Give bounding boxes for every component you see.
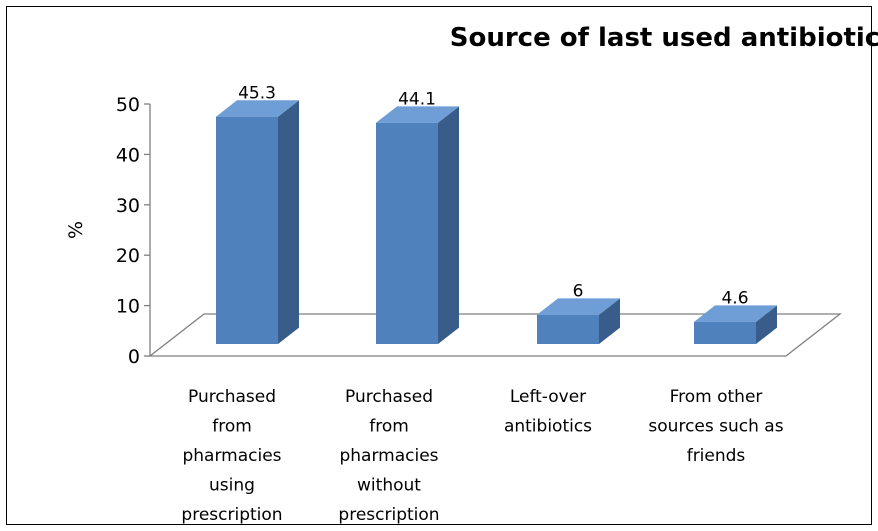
y-tick-label: 40 xyxy=(116,144,140,166)
bar-side xyxy=(438,106,459,344)
x-category-label: Purchased from pharmacies without prescripti… xyxy=(338,387,439,525)
bar-top xyxy=(694,305,777,322)
bar-side xyxy=(756,305,777,344)
x-category-label: Purchased from pharmacies using prescription xyxy=(181,387,282,525)
x-category-label: From other sources such as friends xyxy=(648,387,783,466)
y-tick-label: 10 xyxy=(116,296,140,318)
x-category-label-line: Left-over xyxy=(510,387,586,407)
bar-front xyxy=(376,122,438,345)
x-category-label-line: without xyxy=(357,476,421,496)
x-category-label-line: prescription xyxy=(181,505,282,525)
bar xyxy=(694,305,777,344)
y-tick-label: 0 xyxy=(128,346,140,368)
data-label: 45.3 xyxy=(238,83,276,103)
bar-front xyxy=(216,116,278,344)
bar xyxy=(216,100,299,344)
bar-top xyxy=(537,298,620,315)
x-category-label-line: from xyxy=(212,417,252,437)
x-category-label: Left-over antibiotics xyxy=(504,387,592,437)
bar xyxy=(376,106,459,345)
x-category-label-line: friends xyxy=(687,446,746,466)
chart-title: Source of last used antibiotic xyxy=(450,23,878,53)
data-label: 44.1 xyxy=(398,89,436,109)
x-category-label-line: sources such as xyxy=(648,417,783,437)
bar xyxy=(537,298,620,344)
chart-floor xyxy=(148,313,842,357)
bar-front xyxy=(694,321,756,344)
x-category-label-line: pharmacies xyxy=(339,446,438,466)
x-category-label-line: prescription xyxy=(338,505,439,525)
data-label: 4.6 xyxy=(721,288,748,308)
data-label: 6 xyxy=(573,281,584,301)
x-category-label-line: using xyxy=(209,476,255,496)
x-category-label-line: From other xyxy=(670,387,763,407)
y-tick-label: 50 xyxy=(116,94,140,116)
x-category-label-line: antibiotics xyxy=(504,417,592,437)
y-tick-label: 30 xyxy=(116,195,140,217)
x-category-label-line: from xyxy=(369,417,409,437)
y-axis-label: % xyxy=(65,221,87,239)
bar-side xyxy=(599,298,620,344)
x-category-label-line: Purchased xyxy=(188,387,276,407)
y-tick-label: 20 xyxy=(116,245,140,267)
bar-top xyxy=(216,100,299,117)
x-category-label-line: Purchased xyxy=(345,387,433,407)
bar-side xyxy=(278,100,299,344)
bar-top xyxy=(376,106,459,123)
x-category-label-line: pharmacies xyxy=(182,446,281,466)
bar-front xyxy=(537,314,599,344)
